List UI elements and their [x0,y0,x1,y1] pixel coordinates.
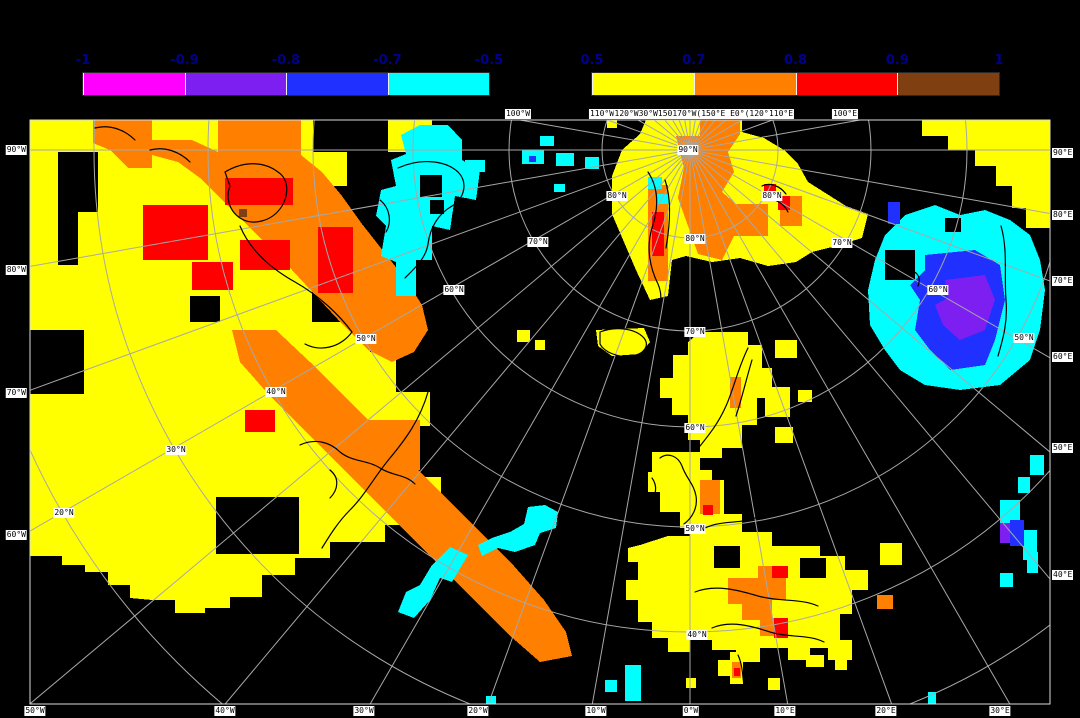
latitude-label: 80°N [684,234,706,244]
negative-colorbar-tick-label: -1 [75,53,91,68]
longitude-label-top: 110°E [767,109,795,119]
longitude-label-right: 40°E [1052,570,1074,580]
negative-colorbar-tick-label: -0.8 [271,53,301,68]
longitude-label-left: 70°W [5,388,27,398]
positive-colorbar-segment [897,73,999,95]
latitude-label: 20°N [53,508,75,518]
negative-colorbar-segment [387,73,489,95]
latitude-label: 90°N [677,145,699,155]
longitude-label-right: 90°E [1052,148,1074,158]
negative-colorbar: -1 -0.9 -0.8 -0.7 -0.5 [76,53,503,96]
negative-colorbar-segment [286,73,388,95]
positive-colorbar-tick-label: 1 [994,53,1004,68]
negative-colorbar-tick-label: -0.5 [474,53,504,68]
latitude-label: 60°N [443,285,465,295]
negative-colorbar-tick-label: -0.7 [373,53,402,68]
longitude-label-right: 70°E [1052,276,1074,286]
longitude-label-left: 90°W [5,145,27,155]
latitude-label: 40°N [265,387,287,397]
latitude-label: 50°N [1013,333,1035,343]
region-brown [239,209,247,217]
longitude-label-right: 80°E [1052,210,1074,220]
longitude-label-top: 120°W30°W150170°W(150°E E0°(120°E [613,109,775,119]
positive-colorbar-tick-label: 0.7 [682,53,706,68]
coastlines [94,126,1007,696]
region-holes [30,152,961,578]
latitude-label: 70°N [527,237,549,247]
latitude-label: 80°N [761,191,783,201]
longitude-label-bottom: 20°E [875,706,897,716]
longitude-label-bottom: 50°W [24,706,46,716]
latitude-label: 60°N [927,285,949,295]
negative-colorbar-tick-label: -0.9 [170,53,199,68]
longitude-label-bottom: 10°E [774,706,796,716]
data-layer [30,120,1050,704]
longitude-label-left: 80°W [5,265,27,275]
negative-colorbar-segment [83,73,185,95]
latitude-label: 70°N [684,327,706,337]
longitude-label-bottom: 30°E [989,706,1011,716]
positive-colorbar-tick-label: 0.5 [580,53,604,68]
longitude-label-bottom: 0°W [682,706,700,716]
latitude-label: 30°N [165,445,187,455]
longitude-label-left: 60°W [5,530,27,540]
positive-colorbar-segment [592,73,694,95]
latitude-label: 40°N [686,630,708,640]
positive-colorbar-segment [693,73,796,95]
region-cyan [376,125,1045,704]
positive-colorbar-segment [795,73,898,95]
longitude-label-right: 50°E [1052,443,1074,453]
longitude-label-bottom: 40°W [214,706,236,716]
negative-colorbar-segment [184,73,286,95]
region-violet [935,275,1010,543]
longitude-label-top: 100°E [831,109,859,119]
latitude-label: 50°N [684,524,706,534]
latitude-label: 50°N [355,334,377,344]
latitude-label: 80°N [606,191,628,201]
latitude-label: 70°N [831,238,853,248]
longitude-label-bottom: 30°W [353,706,375,716]
longitude-label-top: 110°W [588,109,616,119]
longitude-label-bottom: 10°W [585,706,607,716]
map-border [29,119,1051,705]
positive-colorbar: 0.5 0.7 0.8 0.9 1 [580,53,1004,96]
latitude-label: 60°N [684,423,706,433]
positive-colorbar-tick-label: 0.9 [885,53,909,68]
longitude-label-top: 100°W [504,109,532,119]
positive-colorbar-tick-label: 0.8 [783,53,808,68]
longitude-label-bottom: 20°W [467,706,489,716]
longitude-label-right: 60°E [1052,352,1074,362]
